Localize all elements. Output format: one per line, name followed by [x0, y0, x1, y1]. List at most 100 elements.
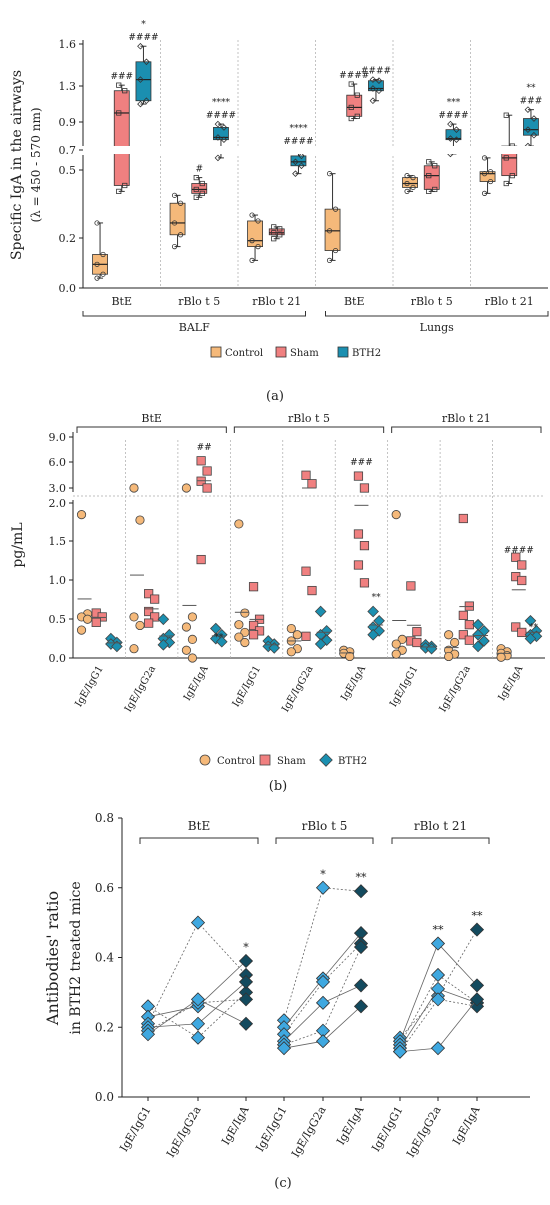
data-point [432, 163, 438, 169]
data-point [100, 251, 106, 258]
significance-marker: #### [339, 71, 369, 81]
box-sham [191, 183, 208, 194]
data-point [410, 184, 416, 191]
y-tick-label: 0.2 [95, 1020, 114, 1034]
box-control [169, 202, 186, 236]
data-point [426, 173, 432, 179]
data-point [238, 953, 254, 969]
data-point [453, 126, 460, 133]
x-tick-label: rBlo t 5 [178, 295, 220, 308]
data-point-sham [517, 560, 527, 570]
data-point [171, 192, 178, 198]
data-point [369, 97, 377, 105]
data-point [430, 936, 446, 951]
data-point-sham [517, 575, 527, 586]
panel-label: (a) [266, 389, 284, 404]
data-point-sham [301, 566, 311, 576]
data-point-sham [464, 601, 474, 611]
x-tick-label: IgE/IgG1 [388, 664, 420, 709]
data-point-sham [458, 513, 468, 524]
data-point [524, 106, 532, 113]
legend-swatch [210, 346, 222, 358]
data-point [326, 257, 333, 263]
data-point [292, 170, 299, 177]
data-point [177, 200, 184, 206]
data-point-control [391, 510, 401, 520]
data-point-control [181, 483, 192, 493]
box-bth2 [523, 118, 539, 136]
data-point [369, 76, 377, 83]
data-point [487, 178, 494, 185]
x-tick-label: IgE/IgG2a [438, 664, 473, 714]
data-point [190, 1016, 206, 1031]
data-point-control [444, 630, 454, 640]
legend-label: BTH2 [352, 348, 381, 359]
group-bracket [325, 311, 549, 317]
group-bracket [233, 426, 385, 433]
panel-label: (b) [269, 779, 287, 794]
data-point-control [234, 632, 244, 642]
significance-marker: ** [372, 593, 382, 603]
data-point [276, 1041, 292, 1056]
data-point-sham [150, 612, 160, 622]
y-tick-label: 0.0 [49, 652, 67, 665]
data-point-sham [458, 610, 468, 620]
data-point-sham [359, 541, 370, 551]
significance-marker: ** [433, 924, 445, 937]
data-point [430, 992, 446, 1007]
data-point-control [391, 649, 401, 659]
data-point [326, 171, 333, 177]
data-point [122, 88, 128, 94]
data-point [298, 162, 305, 170]
data-point [481, 155, 488, 161]
data-point [199, 190, 205, 196]
data-point [404, 173, 410, 179]
box-control [402, 177, 418, 188]
data-point [354, 92, 360, 98]
legend-label: Sham [290, 348, 319, 359]
data-point-sham [511, 552, 521, 562]
x-tick-label: IgE/IgA [339, 663, 368, 703]
data-point [190, 915, 206, 930]
y-tick-label: 1.3 [59, 80, 77, 93]
data-point [353, 939, 369, 955]
data-point-sham [359, 578, 370, 588]
data-point-sham [359, 483, 370, 493]
data-point-control [129, 612, 139, 622]
data-point-sham [353, 471, 364, 481]
group-label: rBlo t 21 [442, 412, 491, 425]
data-point-bth2 [157, 639, 170, 651]
data-point-control [286, 647, 296, 657]
data-point [214, 134, 222, 141]
data-point [100, 271, 106, 277]
x-tick-label: BtE [111, 295, 132, 308]
data-point-sham [307, 479, 317, 489]
significance-marker: #### [206, 111, 236, 121]
data-point [447, 135, 454, 142]
data-point [255, 218, 261, 224]
data-point-control [135, 515, 145, 525]
group-label: BtE [188, 819, 210, 833]
x-tick-label: IgE/IgG2a [123, 664, 158, 714]
group-label: rBlo t 21 [414, 819, 467, 833]
x-tick-label: rBlo t 5 [411, 295, 453, 308]
x-tick-label: IgE/IgG2a [164, 1104, 204, 1160]
y-tick-label: 9.0 [49, 431, 67, 444]
data-point [116, 110, 122, 116]
data-point-control [181, 645, 192, 655]
data-point [238, 974, 254, 989]
data-point [481, 171, 488, 177]
data-point-sham [301, 470, 311, 480]
data-point [430, 967, 446, 983]
data-point-bth2 [524, 614, 537, 627]
pair-line [283, 943, 362, 1035]
data-point-control [76, 510, 87, 520]
data-point [426, 188, 432, 194]
data-point [94, 220, 100, 226]
data-point [315, 995, 331, 1010]
box-bth2 [135, 61, 152, 102]
data-point-sham [307, 585, 317, 596]
data-point-sham [464, 635, 474, 645]
data-point [453, 136, 460, 143]
data-point [171, 244, 178, 250]
